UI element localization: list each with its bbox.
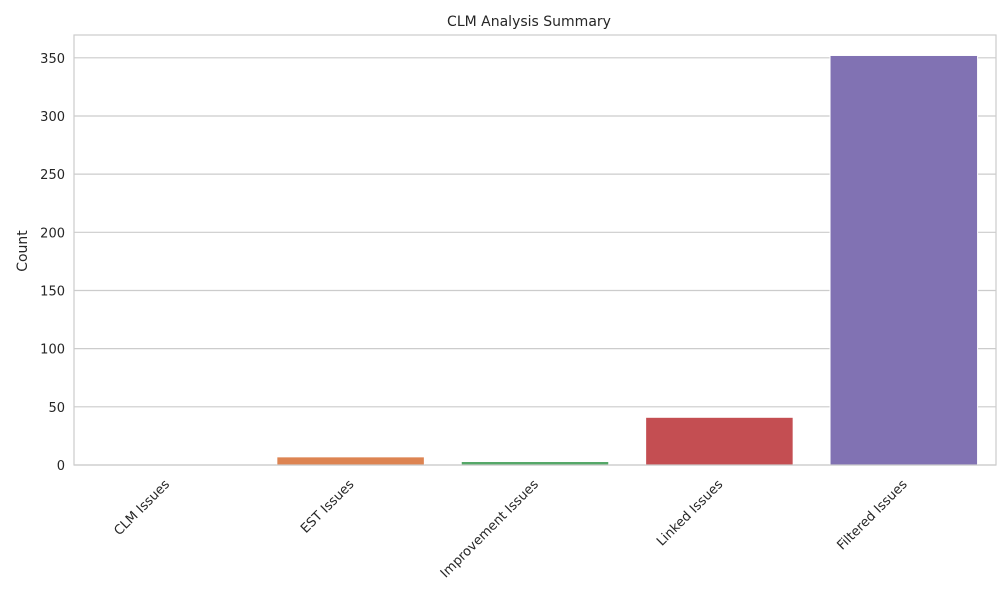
y-tick-label: 300	[40, 110, 65, 125]
y-tick-label: 100	[40, 343, 65, 358]
y-tick-label: 200	[40, 226, 65, 241]
gridlines	[74, 57, 996, 466]
bar-est-issues	[276, 456, 425, 466]
y-tick-label: 50	[48, 401, 65, 416]
x-tick-label: CLM Issues	[111, 477, 173, 539]
y-tick-label: 0	[57, 459, 65, 474]
plot-frame	[73, 34, 997, 466]
x-tick-label: EST Issues	[298, 477, 358, 537]
x-tick-label: Linked Issues	[654, 477, 726, 549]
x-tick-labels: CLM Issues EST Issues Improvement Issues Li…	[111, 477, 910, 581]
y-tick-label: 350	[40, 52, 65, 67]
x-tick-label: Filtered Issues	[834, 477, 910, 553]
chart-title: CLM Analysis Summary	[447, 14, 611, 30]
x-tick-label: Improvement Issues	[438, 477, 542, 581]
bar-filtered-issues	[829, 54, 979, 466]
y-tick-label: 250	[40, 168, 65, 183]
bar-linked-issues	[645, 416, 794, 466]
y-tick-labels: 0 50 100 150 200 250 300 350	[40, 52, 65, 474]
y-tick-label: 150	[40, 284, 65, 299]
y-axis-label: Count	[15, 230, 31, 272]
bars	[276, 54, 979, 466]
